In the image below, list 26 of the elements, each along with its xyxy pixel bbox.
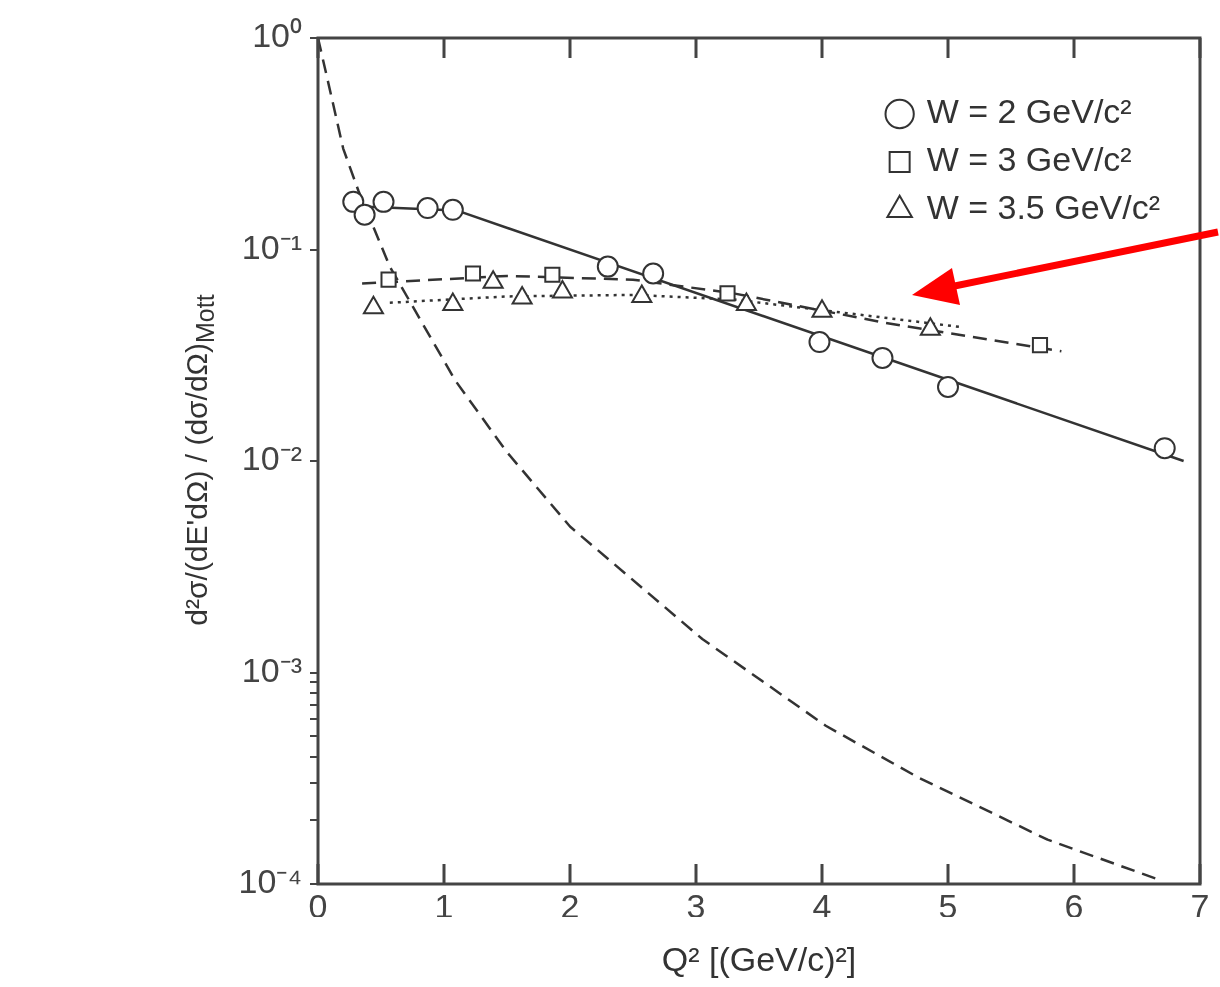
point xyxy=(937,375,959,398)
point xyxy=(353,203,376,226)
point xyxy=(808,331,831,354)
point xyxy=(464,265,482,282)
y-tick-label: 10⁻⁴ xyxy=(238,862,302,901)
point xyxy=(1153,437,1176,460)
point xyxy=(1031,337,1049,354)
point xyxy=(416,197,439,220)
point xyxy=(544,266,561,283)
y-tick-label: 10⁻² xyxy=(241,439,302,478)
legend-label: W = 3.5 GeV/c² xyxy=(926,188,1161,227)
y-tick-label: 10⁰ xyxy=(252,16,302,55)
y-tick-label: 10⁻¹ xyxy=(241,227,302,266)
point xyxy=(642,262,665,285)
x-axis-title: Q² [(GeV/c)²] xyxy=(660,940,858,979)
point xyxy=(871,346,894,369)
point xyxy=(719,285,736,302)
point xyxy=(596,255,619,278)
x-tick-label: 7 xyxy=(1190,886,1210,925)
legend-label: W = 2 GeV/c² xyxy=(926,92,1132,131)
point xyxy=(380,271,397,288)
y-tick-label: 10⁻³ xyxy=(241,650,302,689)
legend-label: W = 3 GeV/c² xyxy=(926,140,1132,179)
point xyxy=(372,190,395,213)
point xyxy=(441,198,464,221)
x-tick-label: 4 xyxy=(812,886,832,925)
